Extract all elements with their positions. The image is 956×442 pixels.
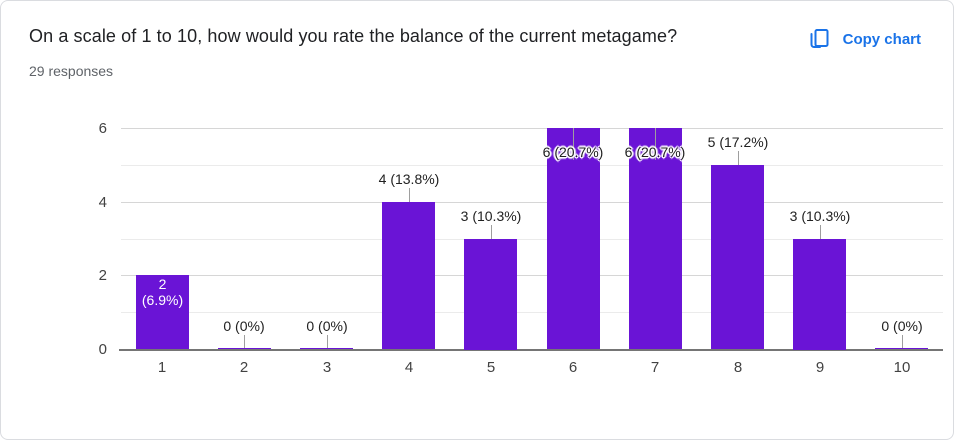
gridline-major-2 [121,275,943,276]
x-tick-1: 1 [157,359,167,376]
x-tick-3: 3 [322,359,332,376]
bar-label-10: 0 (0%) [881,318,923,334]
bar-label-1: 2 (6.9%) [141,276,184,308]
bar-label-6: 6 (20.7%) [542,144,604,160]
gridline-minor-3 [121,239,943,240]
y-tick-0: 0 [98,341,107,358]
copy-chart-label: Copy chart [842,30,921,48]
bar-7 [629,128,682,349]
label-stem-6 [573,128,574,160]
label-stem-9 [820,225,821,239]
label-stem-8 [738,151,739,165]
label-stem-2 [244,335,245,349]
x-tick-8: 8 [733,359,743,376]
bar-9 [793,239,846,350]
bar-6 [547,128,600,349]
bar-label-3: 0 (0%) [306,318,348,334]
label-stem-4 [409,188,410,202]
copy-chart-icon [807,27,831,51]
responses-count: 29 responses [29,63,114,79]
x-tick-4: 4 [404,359,414,376]
label-stem-7 [655,128,656,160]
bar-4 [382,202,435,349]
gridline-minor-1 [121,312,943,313]
question-title: On a scale of 1 to 10, how would you rat… [29,26,678,46]
bar-label-7: 6 (20.7%) [624,144,686,160]
y-tick-4: 4 [98,194,107,211]
x-axis-baseline [119,349,943,351]
y-tick-2: 2 [98,267,107,284]
label-stem-10 [902,335,903,349]
x-tick-2: 2 [239,359,249,376]
x-tick-5: 5 [486,359,496,376]
bar-label-8: 5 (17.2%) [707,134,769,150]
bar-2 [218,348,271,349]
bar-1 [136,275,189,349]
x-tick-9: 9 [815,359,825,376]
label-stem-3 [327,335,328,349]
bar-10 [875,348,928,349]
bar-label-2: 0 (0%) [223,318,265,334]
bar-label-5: 3 (10.3%) [460,208,522,224]
x-tick-10: 10 [893,359,911,376]
copy-chart-button[interactable]: Copy chart [805,25,923,53]
gridline-major-4 [121,202,943,203]
bar-label-4: 4 (13.8%) [378,171,440,187]
bar-8 [711,165,764,349]
label-stem-5 [491,225,492,239]
x-tick-6: 6 [568,359,578,376]
y-tick-6: 6 [98,120,107,137]
bar-5 [464,239,517,350]
x-tick-7: 7 [650,359,660,376]
bar-label-9: 3 (10.3%) [789,208,851,224]
bar-3 [300,348,353,349]
gridline-major-6 [121,128,943,129]
gridline-minor-5 [121,165,943,166]
